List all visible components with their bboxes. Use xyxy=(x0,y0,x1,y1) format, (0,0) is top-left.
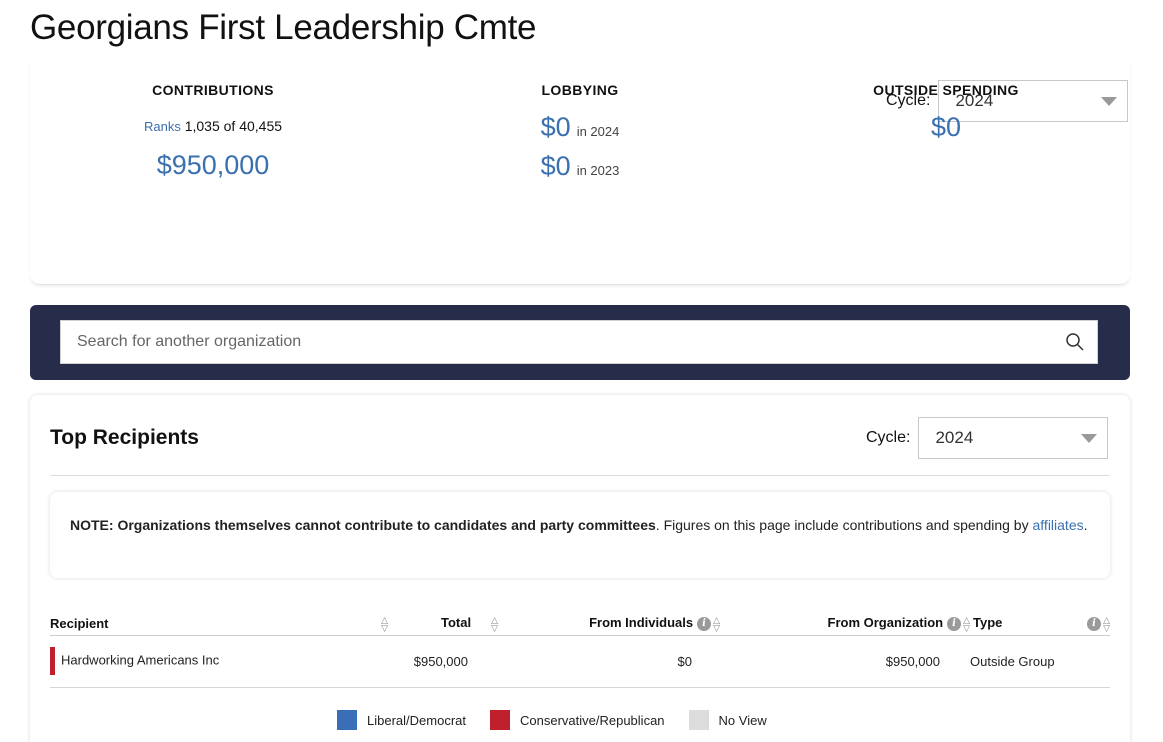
cycle-label: Cycle: xyxy=(886,92,931,109)
party-indicator xyxy=(50,647,55,675)
note-text: . Figures on this page include contribut… xyxy=(655,517,1029,533)
col-from-organization[interactable]: From Organization i △ ▽ xyxy=(720,613,970,636)
col-type[interactable]: Type i △ ▽ xyxy=(970,613,1110,636)
recipients-table: Recipient △ ▽ Total △ ▽ From Individuals i △ ▽ … xyxy=(50,613,1110,688)
sort-icon[interactable]: △ ▽ xyxy=(713,615,720,634)
ranks-text: 1,035 of 40,455 xyxy=(184,118,283,134)
lobbying-section: LOBBYING $0 in 2024 $0 in 2023 xyxy=(430,82,730,182)
legend-swatch xyxy=(688,710,709,730)
table-header-row: Recipient △ ▽ Total △ ▽ From Individuals i △ ▽ … xyxy=(50,613,1110,636)
top-recipients-panel: Top Recipients Cycle: 2024 NOTE: Organiz… xyxy=(30,395,1130,742)
legend-label: Liberal/Democrat xyxy=(367,712,466,728)
lobbying-amount: $0 xyxy=(540,151,571,181)
sort-icon[interactable]: △ ▽ xyxy=(1103,615,1110,634)
info-icon[interactable]: i xyxy=(947,617,962,632)
cell-type: Outside Group xyxy=(970,635,1110,688)
legend-label: Conservative/Republican xyxy=(520,712,665,728)
recipient-name[interactable]: Hardworking Americans Inc xyxy=(61,652,220,668)
cycle-label: Cycle: xyxy=(866,429,911,446)
chevron-down-icon xyxy=(1101,97,1118,106)
table-row[interactable]: Hardworking Americans Inc $950,000 $0 $9… xyxy=(50,635,1110,688)
recipients-cycle-selector: Cycle: 2024 xyxy=(866,417,1109,459)
lobbying-row: $0 in 2024 xyxy=(430,112,730,143)
search-box xyxy=(60,320,1098,364)
contributions-amount: $950,000 xyxy=(156,150,270,180)
cycle-value: 2024 xyxy=(935,428,974,447)
info-icon[interactable]: i xyxy=(697,617,712,632)
summary-cycle-selector: Cycle: 2024 xyxy=(886,80,1129,122)
sort-icon[interactable]: △ ▽ xyxy=(491,615,498,634)
ranks-link[interactable]: Ranks xyxy=(143,119,181,134)
panel-title: Top Recipients xyxy=(50,426,199,449)
affiliates-link[interactable]: affiliates xyxy=(1032,517,1084,533)
sort-icon[interactable]: △ ▽ xyxy=(381,614,388,633)
col-label: From Individuals xyxy=(589,615,694,631)
search-icon[interactable] xyxy=(1065,332,1085,352)
lobbying-row: $0 in 2023 xyxy=(430,151,730,182)
legend-item-republican: Conservative/Republican xyxy=(490,710,665,730)
info-icon[interactable]: i xyxy=(1087,617,1102,632)
cell-total: $950,000 xyxy=(388,635,498,688)
legend-item-no-view: No View xyxy=(688,710,767,730)
legend: Liberal/Democrat Conservative/Republican… xyxy=(337,710,767,730)
lobbying-amount: $0 xyxy=(540,112,571,142)
page-title: Georgians First Leadership Cmte xyxy=(30,8,537,47)
search-input[interactable] xyxy=(77,333,1037,351)
col-label: Type xyxy=(973,615,1003,631)
chevron-down-icon xyxy=(1081,434,1098,443)
contributions-heading: CONTRIBUTIONS xyxy=(152,82,274,98)
contributions-section: CONTRIBUTIONS Ranks 1,035 of 40,455 $950… xyxy=(63,82,363,181)
cell-individuals: $0 xyxy=(498,635,720,688)
cell-organization: $950,000 xyxy=(720,635,970,688)
legend-swatch xyxy=(490,710,510,730)
cycle-select[interactable]: 2024 xyxy=(918,417,1109,459)
contributions-rank: Ranks 1,035 of 40,455 xyxy=(63,118,363,134)
legend-item-democrat: Liberal/Democrat xyxy=(337,710,466,730)
summary-card xyxy=(30,60,1130,285)
cycle-select[interactable]: 2024 xyxy=(938,80,1129,122)
outside-spending-heading: OUTSIDE SPENDING xyxy=(873,82,1019,98)
lobbying-year: in 2023 xyxy=(576,163,620,178)
note-box: NOTE: Organizations themselves cannot co… xyxy=(50,492,1110,578)
sort-icon[interactable]: △ ▽ xyxy=(963,615,970,634)
cell-recipient: Hardworking Americans Inc xyxy=(50,635,388,688)
col-total[interactable]: Total △ ▽ xyxy=(388,613,498,636)
col-label: Recipient xyxy=(50,615,109,631)
divider xyxy=(50,475,1110,476)
col-from-individuals[interactable]: From Individuals i △ ▽ xyxy=(498,613,720,636)
col-label: From Organization xyxy=(827,615,944,631)
lobbying-year: in 2024 xyxy=(576,124,620,139)
outside-spending-amount: $0 xyxy=(930,112,962,142)
lobbying-heading: LOBBYING xyxy=(541,82,619,98)
note-end: . xyxy=(1083,517,1088,533)
col-recipient[interactable]: Recipient △ ▽ xyxy=(50,613,388,636)
search-banner xyxy=(30,305,1130,380)
outside-spending-section: OUTSIDE SPENDING $0 xyxy=(796,82,1096,143)
cycle-value: 2024 xyxy=(955,91,994,110)
col-label: Total xyxy=(440,615,472,631)
legend-label: No View xyxy=(718,712,767,728)
note-bold-text: NOTE: Organizations themselves cannot co… xyxy=(70,517,656,533)
legend-swatch xyxy=(337,710,357,730)
